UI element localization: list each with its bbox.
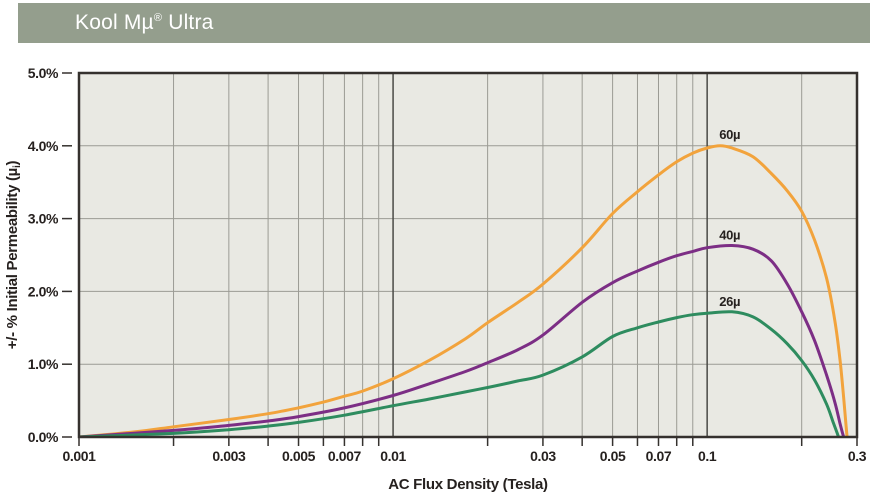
y-tick-label: 2.0% (28, 283, 59, 299)
y-axis-title: +/- % Initial Permeability (µi) (4, 160, 23, 349)
x-tick-label: 0.3 (848, 448, 867, 464)
plot-border (77, 71, 859, 439)
y-tick-label: 5.0% (28, 65, 59, 81)
y-tick-label: 4.0% (28, 138, 59, 154)
x-tick-label: 0.003 (212, 448, 246, 464)
x-tick-label: 0.03 (530, 448, 556, 464)
x-tick-label: 0.001 (62, 448, 96, 464)
x-tick-label: 0.007 (328, 448, 362, 464)
x-tick-label: 0.1 (698, 448, 717, 464)
series-label-40µ: 40µ (719, 228, 740, 243)
x-axis-title: AC Flux Density (Tesla) (388, 476, 548, 493)
plot-background (79, 73, 857, 437)
y-tick-label: 3.0% (28, 211, 59, 227)
registered-trademark-icon: ® (153, 12, 163, 24)
y-tick-label: 1.0% (28, 356, 59, 372)
page-title: Kool Mµ® Ultra (18, 11, 214, 35)
series-curve-60µ (78, 144, 849, 438)
series-curve-26µ (78, 310, 840, 438)
series-label-26µ: 26µ (719, 294, 740, 309)
x-tick-label: 0.05 (600, 448, 626, 464)
series-group (78, 144, 849, 438)
x-tick-label: 0.01 (380, 448, 406, 464)
series-curve-40µ (78, 243, 846, 438)
page-title-suffix: Ultra (162, 11, 214, 34)
series-label-60µ: 60µ (719, 127, 740, 142)
y-tick-label: 0.0% (28, 429, 59, 445)
x-tick-label: 0.07 (646, 448, 672, 464)
x-tick-label: 0.005 (282, 448, 316, 464)
header-banner: Kool Mµ® Ultra (18, 3, 870, 43)
page-title-text: Kool Mµ (75, 11, 154, 34)
